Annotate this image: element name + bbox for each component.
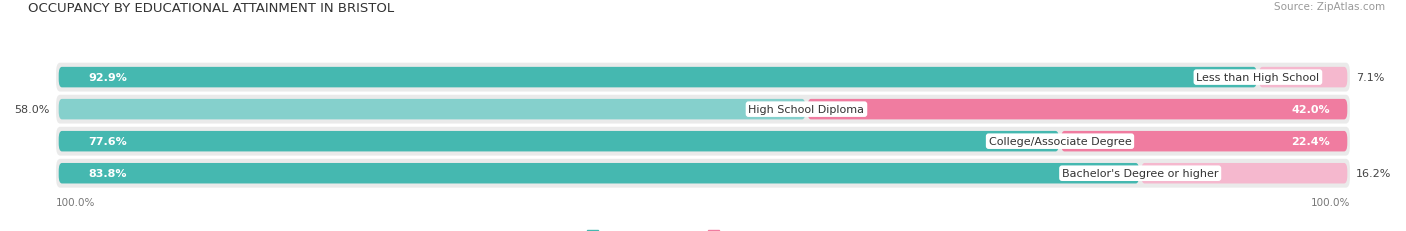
- FancyBboxPatch shape: [59, 131, 1059, 152]
- Text: 42.0%: 42.0%: [1292, 105, 1330, 115]
- Text: 100.0%: 100.0%: [56, 198, 96, 207]
- FancyBboxPatch shape: [807, 100, 1347, 120]
- Text: 92.9%: 92.9%: [89, 73, 128, 83]
- Text: 7.1%: 7.1%: [1357, 73, 1385, 83]
- Text: 77.6%: 77.6%: [89, 137, 128, 146]
- Text: Bachelor's Degree or higher: Bachelor's Degree or higher: [1062, 168, 1219, 179]
- FancyBboxPatch shape: [59, 67, 1257, 88]
- Text: 83.8%: 83.8%: [89, 168, 127, 179]
- FancyBboxPatch shape: [56, 159, 1350, 188]
- Text: Less than High School: Less than High School: [1197, 73, 1319, 83]
- Text: Source: ZipAtlas.com: Source: ZipAtlas.com: [1274, 2, 1385, 12]
- Text: High School Diploma: High School Diploma: [748, 105, 865, 115]
- FancyBboxPatch shape: [1062, 131, 1347, 152]
- Text: OCCUPANCY BY EDUCATIONAL ATTAINMENT IN BRISTOL: OCCUPANCY BY EDUCATIONAL ATTAINMENT IN B…: [28, 2, 394, 15]
- FancyBboxPatch shape: [59, 100, 806, 120]
- Text: 16.2%: 16.2%: [1357, 168, 1392, 179]
- FancyBboxPatch shape: [59, 163, 1139, 184]
- FancyBboxPatch shape: [56, 127, 1350, 156]
- Text: College/Associate Degree: College/Associate Degree: [988, 137, 1132, 146]
- FancyBboxPatch shape: [1142, 163, 1347, 184]
- Text: 58.0%: 58.0%: [14, 105, 49, 115]
- Text: 100.0%: 100.0%: [1310, 198, 1350, 207]
- FancyBboxPatch shape: [56, 64, 1350, 92]
- FancyBboxPatch shape: [1260, 67, 1347, 88]
- Legend: Owner-occupied, Renter-occupied: Owner-occupied, Renter-occupied: [586, 230, 820, 231]
- FancyBboxPatch shape: [56, 95, 1350, 124]
- Text: 22.4%: 22.4%: [1292, 137, 1330, 146]
